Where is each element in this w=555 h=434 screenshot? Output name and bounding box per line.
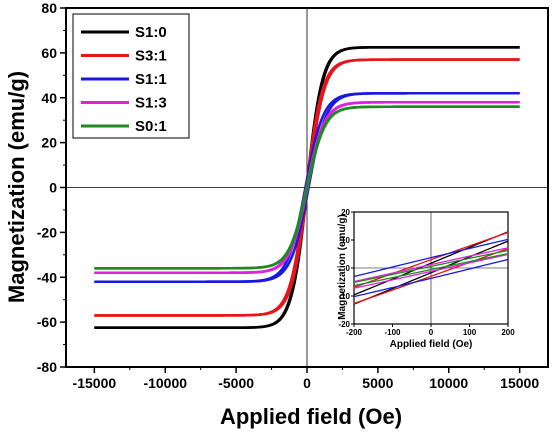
- inset-x-tick-label: 0: [429, 328, 434, 337]
- inset-x-tick-label: 100: [463, 328, 477, 337]
- inset-y-tick-label: 20: [341, 208, 350, 217]
- inset-y-tick-label: -10: [338, 292, 350, 301]
- y-tick-label: 0: [49, 180, 57, 196]
- inset-x-tick-label: -200: [346, 328, 363, 337]
- y-tick-label: 40: [41, 90, 57, 106]
- main-y-axis: -80 -60 -40 -20 0 20 40 60 80: [37, 0, 66, 375]
- inset-series-line: [354, 231, 508, 289]
- legend-box: [72, 13, 190, 139]
- x-tick-label: 5000: [362, 375, 393, 391]
- x-tick-label: -15000: [73, 375, 117, 391]
- y-tick-label: -60: [37, 314, 57, 330]
- inset-series-line: [354, 249, 508, 284]
- main-x-axis: -15000 -10000 -5000 0 5000 10000 15000: [73, 367, 539, 391]
- y-tick-label: -80: [37, 359, 57, 375]
- x-tick-label: 0: [303, 375, 311, 391]
- inset-series-curves: [354, 231, 508, 305]
- inset-y-tick-label: 10: [341, 236, 350, 245]
- y-tick-label: 60: [41, 45, 57, 61]
- inset-series-line: [354, 253, 508, 289]
- inset-series-line: [354, 247, 508, 283]
- inset-x-tick-label: -100: [384, 328, 401, 337]
- inset-y-axis-title: Magnetization (emu/g): [337, 214, 348, 320]
- legend: S1:0 S3:1 S1:1 S1:3 S0:1: [72, 13, 190, 139]
- x-tick-label: -10000: [143, 375, 187, 391]
- x-tick-label: 15000: [500, 375, 539, 391]
- y-tick-label: 80: [41, 0, 57, 16]
- y-tick-label: 20: [41, 135, 57, 151]
- legend-label: S0:1: [135, 118, 167, 135]
- legend-label: S1:1: [135, 71, 167, 88]
- y-axis-title: Magnetization (emu/g): [4, 71, 29, 303]
- inset-y-tick-label: -20: [338, 320, 350, 329]
- inset-x-tick-label: 200: [501, 328, 515, 337]
- inset-series-line: [354, 258, 508, 298]
- legend-label: S1:0: [135, 24, 167, 41]
- main-series-curves: [94, 45, 520, 330]
- inset-y-tick-label: 0: [346, 264, 351, 273]
- x-tick-label: 10000: [429, 375, 468, 391]
- x-axis-title: Applied field (Oe): [220, 404, 402, 429]
- inset-series-line: [354, 252, 508, 287]
- inset-series-line: [354, 247, 508, 305]
- legend-label: S1:3: [135, 95, 167, 112]
- series-line: [94, 105, 520, 270]
- legend-label: S3:1: [135, 48, 167, 65]
- y-tick-label: -20: [37, 224, 57, 240]
- inset-x-axis-title: Applied field (Oe): [390, 339, 473, 350]
- x-tick-label: -5000: [218, 375, 254, 391]
- inset-series-line: [354, 238, 508, 278]
- y-tick-label: -40: [37, 269, 57, 285]
